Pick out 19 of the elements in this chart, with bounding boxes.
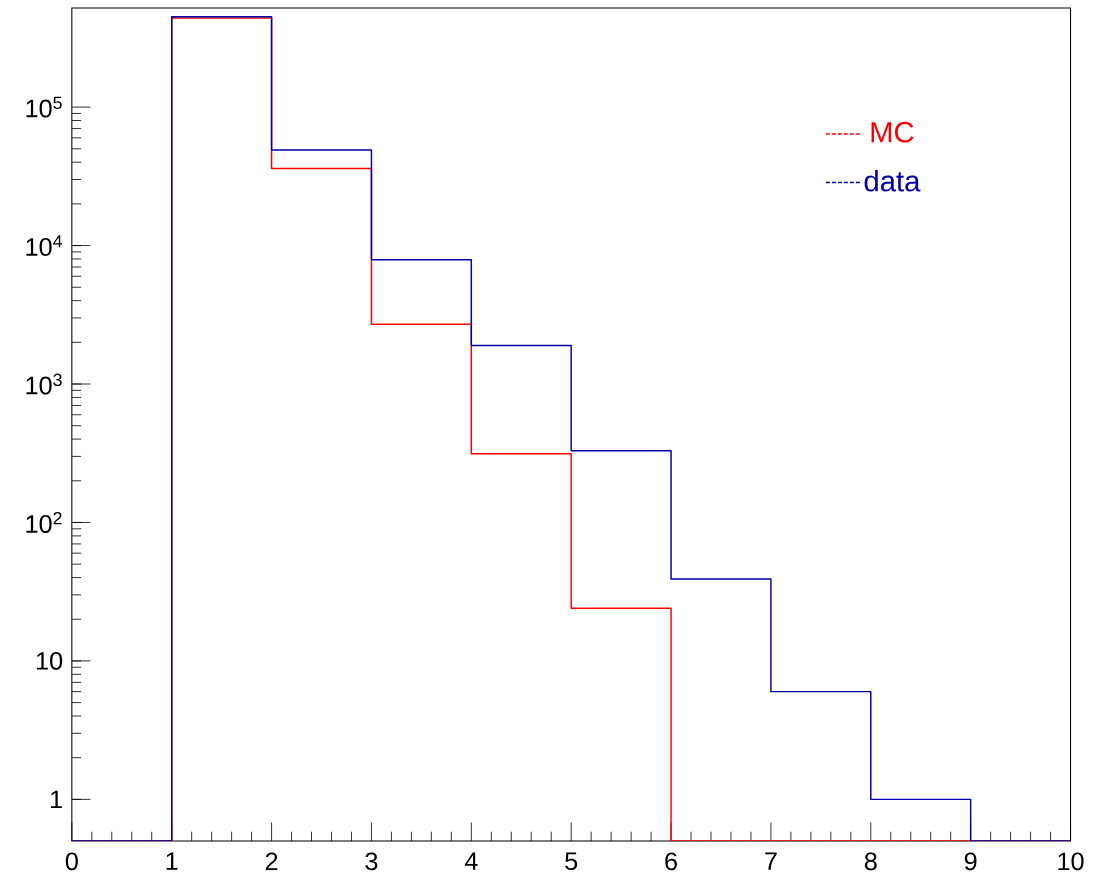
x-tick-label: 8 <box>864 852 877 871</box>
y-tick-label: 10$^{5}$ <box>26 96 62 118</box>
x-tick-label: 1 <box>166 852 178 870</box>
y-tick-label: 10$^{4}$ <box>26 235 62 256</box>
x-tick-label: 2 <box>265 852 278 871</box>
x-tick-label: 6 <box>665 852 677 871</box>
y-tick-label: 10 <box>36 651 63 670</box>
x-tick-label: 3 <box>365 852 378 871</box>
legend-label: MC <box>871 121 914 143</box>
x-tick-label: 9 <box>964 852 977 871</box>
x-tick-label: 0 <box>65 852 78 871</box>
y-tick-label: 10$^{3}$ <box>26 373 62 395</box>
x-tick-label: 4 <box>464 852 478 870</box>
legend-label: data <box>864 170 921 192</box>
y-tick-label: 10$^{2}$ <box>26 512 62 533</box>
x-tick-label: 5 <box>565 852 578 871</box>
x-tick-label: 10 <box>1058 852 1084 871</box>
x-tick-label: 7 <box>765 852 777 870</box>
y-tick-label: 1 <box>51 790 62 809</box>
